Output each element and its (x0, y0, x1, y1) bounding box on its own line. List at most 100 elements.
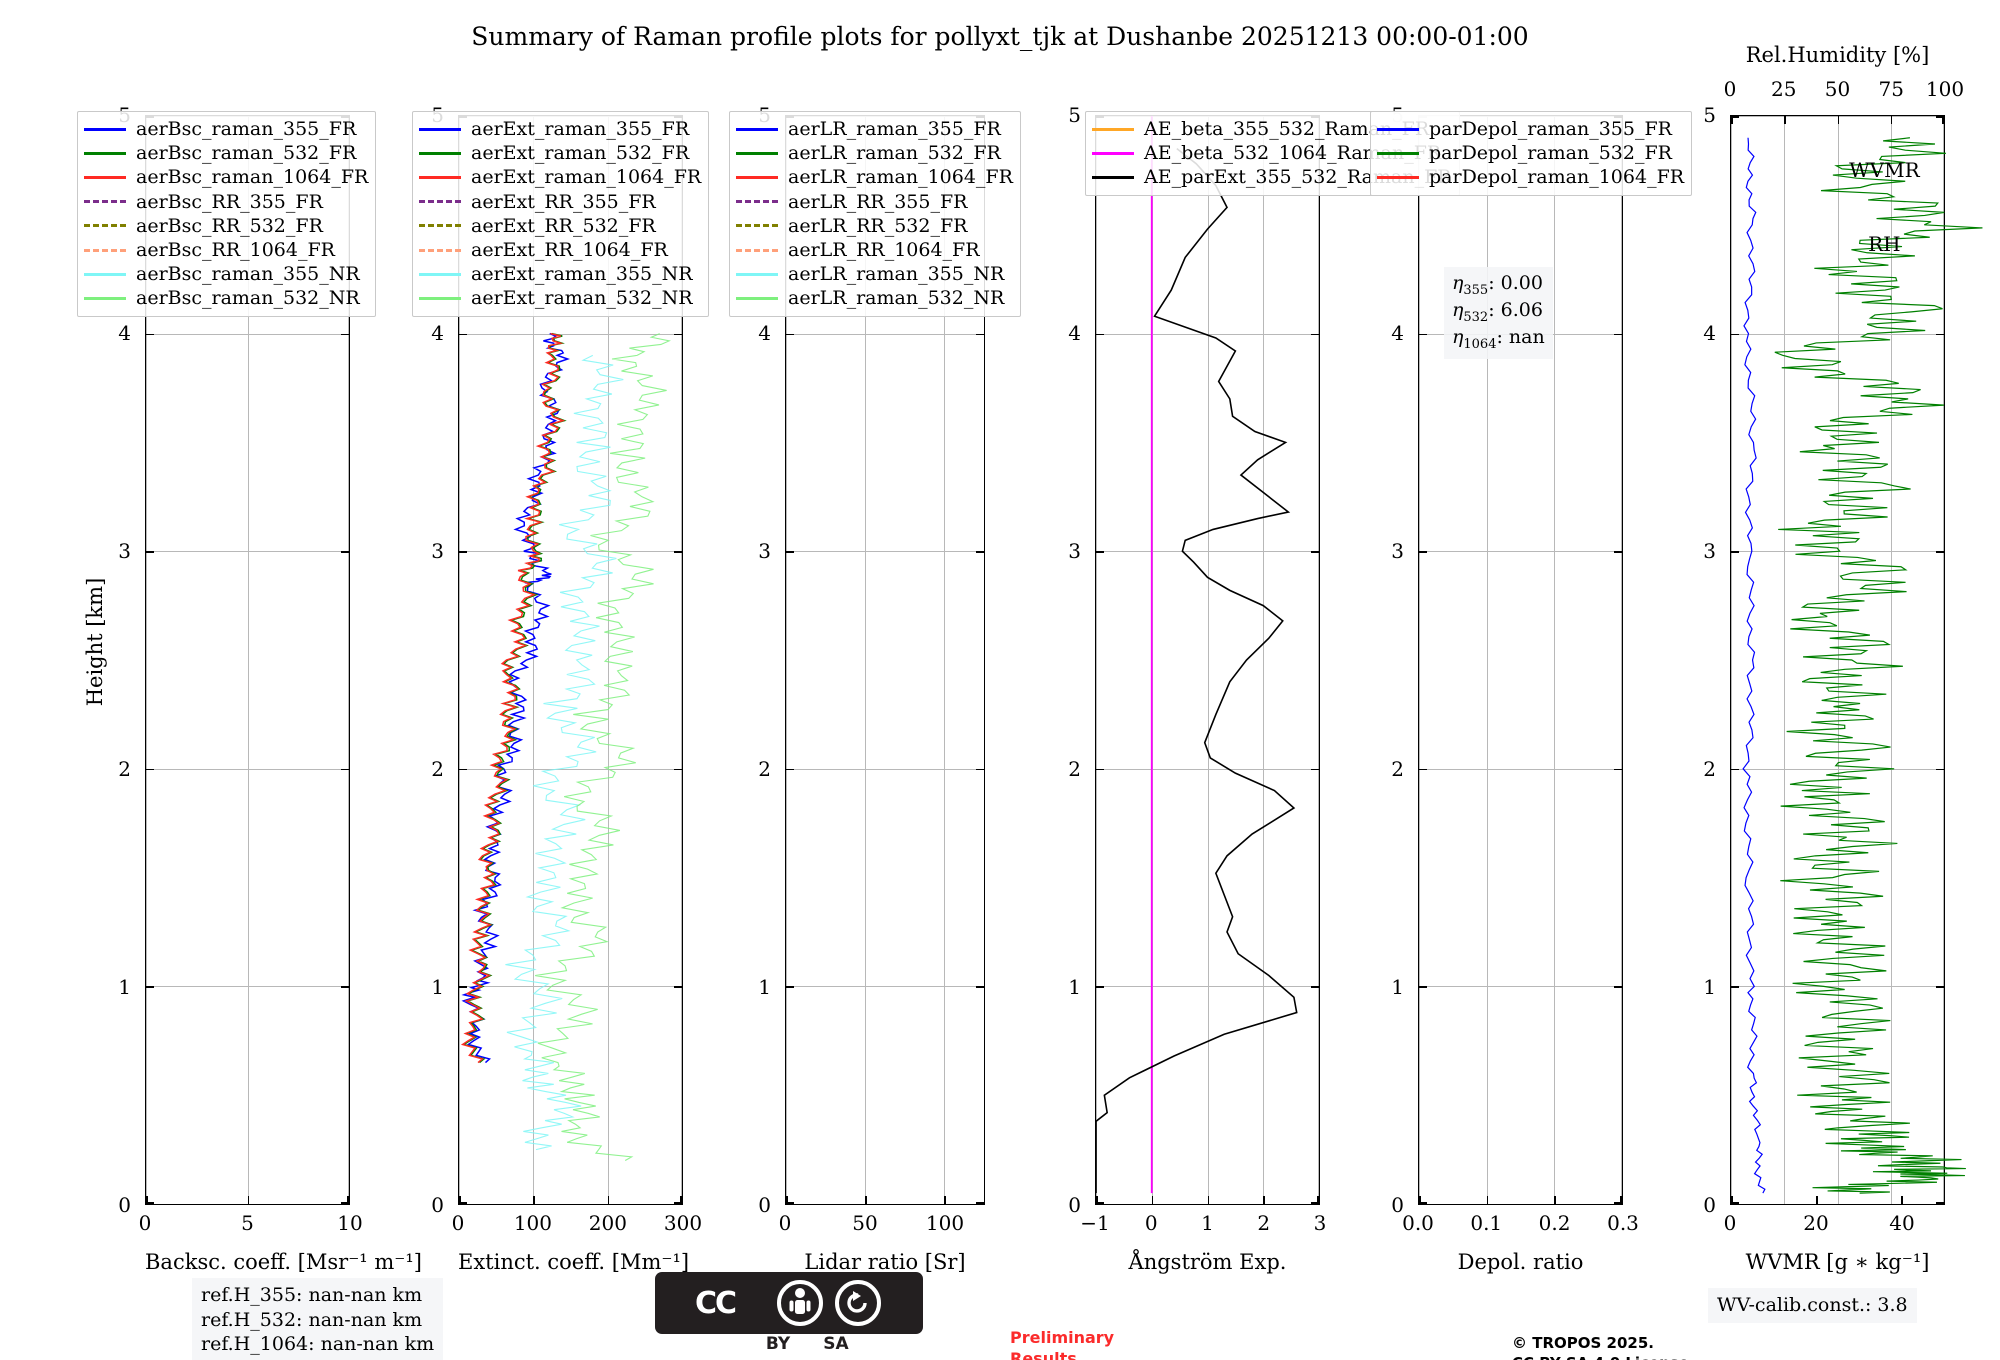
legend-line-swatch (736, 224, 778, 228)
legend-line-swatch (1377, 127, 1419, 131)
legend-depol-ratio[interactable]: parDepol_raman_355_FR parDepol_raman_532_… (1370, 111, 1693, 196)
legend-line-swatch (1377, 151, 1419, 155)
legend-line-swatch (419, 248, 461, 252)
legend-item[interactable]: aerLR_raman_355_NR (736, 262, 1013, 286)
legend-item-label: aerExt_raman_532_FR (471, 142, 690, 165)
y-tick-wv-5: 5 (1703, 103, 1716, 127)
legend-item-label: aerLR_raman_532_FR (788, 142, 1001, 165)
legend-item-label: aerLR_RR_1064_FR (788, 239, 980, 262)
legend-item[interactable]: aerBsc_raman_355_FR (84, 117, 368, 141)
legend-item-label: aerBsc_raman_355_FR (136, 118, 357, 141)
y-tick-wv-0: 0 (1703, 1193, 1716, 1217)
x-tick-dp-2: 0.2 (1538, 1211, 1571, 1235)
legend-item[interactable]: aerBsc_raman_532_NR (84, 286, 368, 310)
legend-item[interactable]: AE_beta_355_532_Raman_FR (1092, 117, 1452, 141)
legend-item[interactable]: aerLR_raman_532_FR (736, 141, 1013, 165)
legend-item[interactable]: aerBsc_raman_532_FR (84, 141, 368, 165)
legend-item-label: parDepol_raman_355_FR (1429, 118, 1672, 141)
legend-lidar-ratio[interactable]: aerLR_raman_355_FR aerLR_raman_532_FR aerL… (729, 111, 1021, 317)
legend-item-label: aerExt_RR_532_FR (471, 214, 656, 237)
legend-item[interactable]: aerLR_RR_1064_FR (736, 238, 1013, 262)
extinction-curves (459, 116, 682, 1204)
legend-line-swatch (1092, 151, 1134, 155)
y-tick-lr-4: 4 (758, 321, 771, 345)
legend-item[interactable]: parDepol_raman_1064_FR (1377, 165, 1684, 189)
page-title: Summary of Raman profile plots for polly… (471, 22, 1529, 51)
legend-item[interactable]: aerLR_RR_532_FR (736, 214, 1013, 238)
legend-item[interactable]: aerExt_raman_532_FR (419, 141, 701, 165)
panel-depol-ratio: 5 4 3 2 1 0 0.0 0.1 0.2 0.3 Depol. ratio… (1370, 103, 1693, 1274)
y-tick-wv-2: 2 (1703, 757, 1716, 781)
legend-item[interactable]: aerBsc_RR_1064_FR (84, 238, 368, 262)
angstrom-curves (1096, 116, 1319, 1204)
y-tick-dp-1: 1 (1391, 975, 1404, 999)
x-tick-dp-0: 0.0 (1402, 1211, 1434, 1235)
plot-area-angstrom (1095, 115, 1320, 1205)
inplot-label-wvmr: WVMR (1849, 158, 1920, 182)
legend-item-label: aerExt_RR_355_FR (471, 190, 656, 213)
legend-item[interactable]: aerBsc_RR_355_FR (84, 190, 368, 214)
legend-extinction[interactable]: aerExt_raman_355_FR aerExt_raman_532_FR ae… (412, 111, 710, 317)
x-tick-rh-1: 25 (1771, 77, 1797, 101)
legend-item-label: AE_beta_355_532_Raman_FR (1144, 118, 1430, 141)
cc-icon: CC (694, 1285, 737, 1321)
legend-item-label: aerLR_raman_355_FR (788, 118, 1001, 141)
legend-line-swatch (419, 175, 461, 179)
legend-item[interactable]: aerExt_raman_532_NR (419, 286, 701, 310)
legend-line-swatch (419, 151, 461, 155)
x-tick-ae-2: 1 (1201, 1211, 1214, 1235)
panel-lidar-ratio: 5 4 3 2 1 0 0 50 100 Lidar ratio [Sr] ae… (729, 103, 1021, 1274)
legend-item-label: aerBsc_RR_532_FR (136, 214, 323, 237)
legend-item[interactable]: aerExt_RR_532_FR (419, 214, 701, 238)
legend-item[interactable]: parDepol_raman_355_FR (1377, 117, 1684, 141)
y-tick-dp-2: 2 (1391, 757, 1404, 781)
legend-item-label: aerBsc_RR_355_FR (136, 190, 323, 213)
legend-line-swatch (736, 200, 778, 204)
legend-line-swatch (1092, 175, 1134, 179)
legend-item[interactable]: aerExt_RR_1064_FR (419, 238, 701, 262)
legend-item[interactable]: aerLR_RR_355_FR (736, 190, 1013, 214)
legend-item[interactable]: aerBsc_raman_1064_FR (84, 165, 368, 189)
legend-line-swatch (84, 151, 126, 155)
legend-backscatter[interactable]: aerBsc_raman_355_FR aerBsc_raman_532_FR ae… (77, 111, 377, 317)
legend-item[interactable]: AE_beta_532_1064_Raman_FR (1092, 141, 1452, 165)
legend-item-label: aerBsc_raman_355_NR (136, 263, 360, 286)
legend-item[interactable]: aerExt_raman_355_NR (419, 262, 701, 286)
panel-angstrom: 5 4 3 2 1 0 −1 0 1 2 3 Ångström Exp. AE_… (1068, 103, 1460, 1274)
cc-license-badge[interactable]: CC BY SA (655, 1272, 923, 1354)
legend-item[interactable]: parDepol_raman_532_FR (1377, 141, 1684, 165)
legend-item-label: aerLR_RR_532_FR (788, 214, 968, 237)
y-tick-ae-5: 5 (1068, 103, 1081, 127)
legend-line-swatch (736, 296, 778, 300)
sa-label: SA (823, 1334, 849, 1354)
legend-item[interactable]: aerLR_raman_532_NR (736, 286, 1013, 310)
ref-heights-note: ref.H_355: nan-nan km ref.H_532: nan-nan… (192, 1278, 444, 1360)
inplot-label-rh: RH (1868, 232, 1901, 256)
legend-item[interactable]: aerLR_raman_355_FR (736, 117, 1013, 141)
plot-area-wvmr-rh: WVMR RH (1730, 115, 1945, 1205)
legend-line-swatch (84, 248, 126, 252)
preliminary-results-note: Preliminary Results. (1010, 1328, 1115, 1360)
y-tick-ae-4: 4 (1068, 321, 1081, 345)
legend-item[interactable]: aerBsc_raman_355_NR (84, 262, 368, 286)
sa-share-alike-icon (835, 1280, 881, 1326)
panel-wvmr-rh: WVMR RH 5 4 3 2 1 0 0 20 40 0 25 50 75 1… (1703, 43, 1945, 1274)
legend-line-swatch (84, 296, 126, 300)
legend-item-label: aerExt_raman_355_FR (471, 118, 690, 141)
person-glyph (789, 1288, 811, 1314)
legend-line-swatch (419, 272, 461, 276)
legend-item[interactable]: aerExt_raman_355_FR (419, 117, 701, 141)
y-tick-ae-2: 2 (1068, 757, 1081, 781)
legend-item-label: aerExt_raman_355_NR (471, 263, 693, 286)
legend-item[interactable]: aerBsc_RR_532_FR (84, 214, 368, 238)
y-tick-2: 2 (118, 757, 131, 781)
legend-item[interactable]: aerExt_RR_355_FR (419, 190, 701, 214)
x-tick-rh-2: 50 (1824, 77, 1851, 101)
x-tick-wv-2: 40 (1889, 1211, 1915, 1235)
y-tick-lr-0: 0 (758, 1193, 771, 1217)
y-tick-4: 4 (118, 321, 131, 345)
x-tick-dp-3: 0.3 (1607, 1211, 1639, 1235)
legend-item[interactable]: aerExt_raman_1064_FR (419, 165, 701, 189)
legend-line-swatch (736, 272, 778, 276)
legend-item[interactable]: aerLR_raman_1064_FR (736, 165, 1013, 189)
